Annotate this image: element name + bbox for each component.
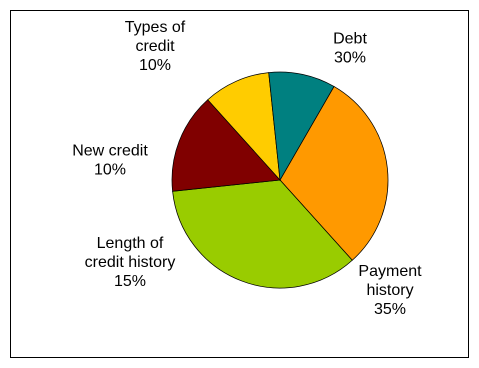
slice-label-types-of-credit: Types of credit 10% bbox=[125, 19, 186, 74]
slice-label-line: 15% bbox=[114, 273, 146, 290]
pie-slice-payment-history bbox=[172, 179, 353, 289]
slice-label-new-credit: New credit 10% bbox=[72, 143, 148, 179]
slice-label-line: credit bbox=[135, 38, 175, 55]
pie-slice-debt bbox=[279, 85, 389, 261]
slice-labels: Debt 30% Payment history 35% Length of credit … bbox=[72, 19, 422, 318]
pie-slice-length-of-credit-history bbox=[171, 99, 281, 192]
slice-label-line: Types of bbox=[125, 19, 186, 36]
slice-label-line: 10% bbox=[139, 57, 171, 74]
slice-label-line: history bbox=[366, 282, 413, 299]
slice-label-line: 10% bbox=[94, 162, 126, 179]
slice-label-debt: Debt 30% bbox=[333, 31, 367, 67]
slice-label-payment-history: Payment history 35% bbox=[358, 263, 422, 318]
slice-label-line: Payment bbox=[358, 263, 422, 280]
slice-label-line: Debt bbox=[333, 31, 367, 48]
slice-label-length-of-credit-history: Length of credit history 15% bbox=[85, 235, 176, 290]
slice-label-line: 30% bbox=[334, 50, 366, 67]
slice-label-line: Length of bbox=[97, 235, 164, 252]
slice-label-line: New credit bbox=[72, 143, 148, 160]
slice-label-line: 35% bbox=[374, 301, 406, 318]
slice-label-line: credit history bbox=[85, 254, 176, 271]
pie-slice-types-of-credit bbox=[268, 71, 335, 182]
pie-slices bbox=[171, 71, 389, 289]
